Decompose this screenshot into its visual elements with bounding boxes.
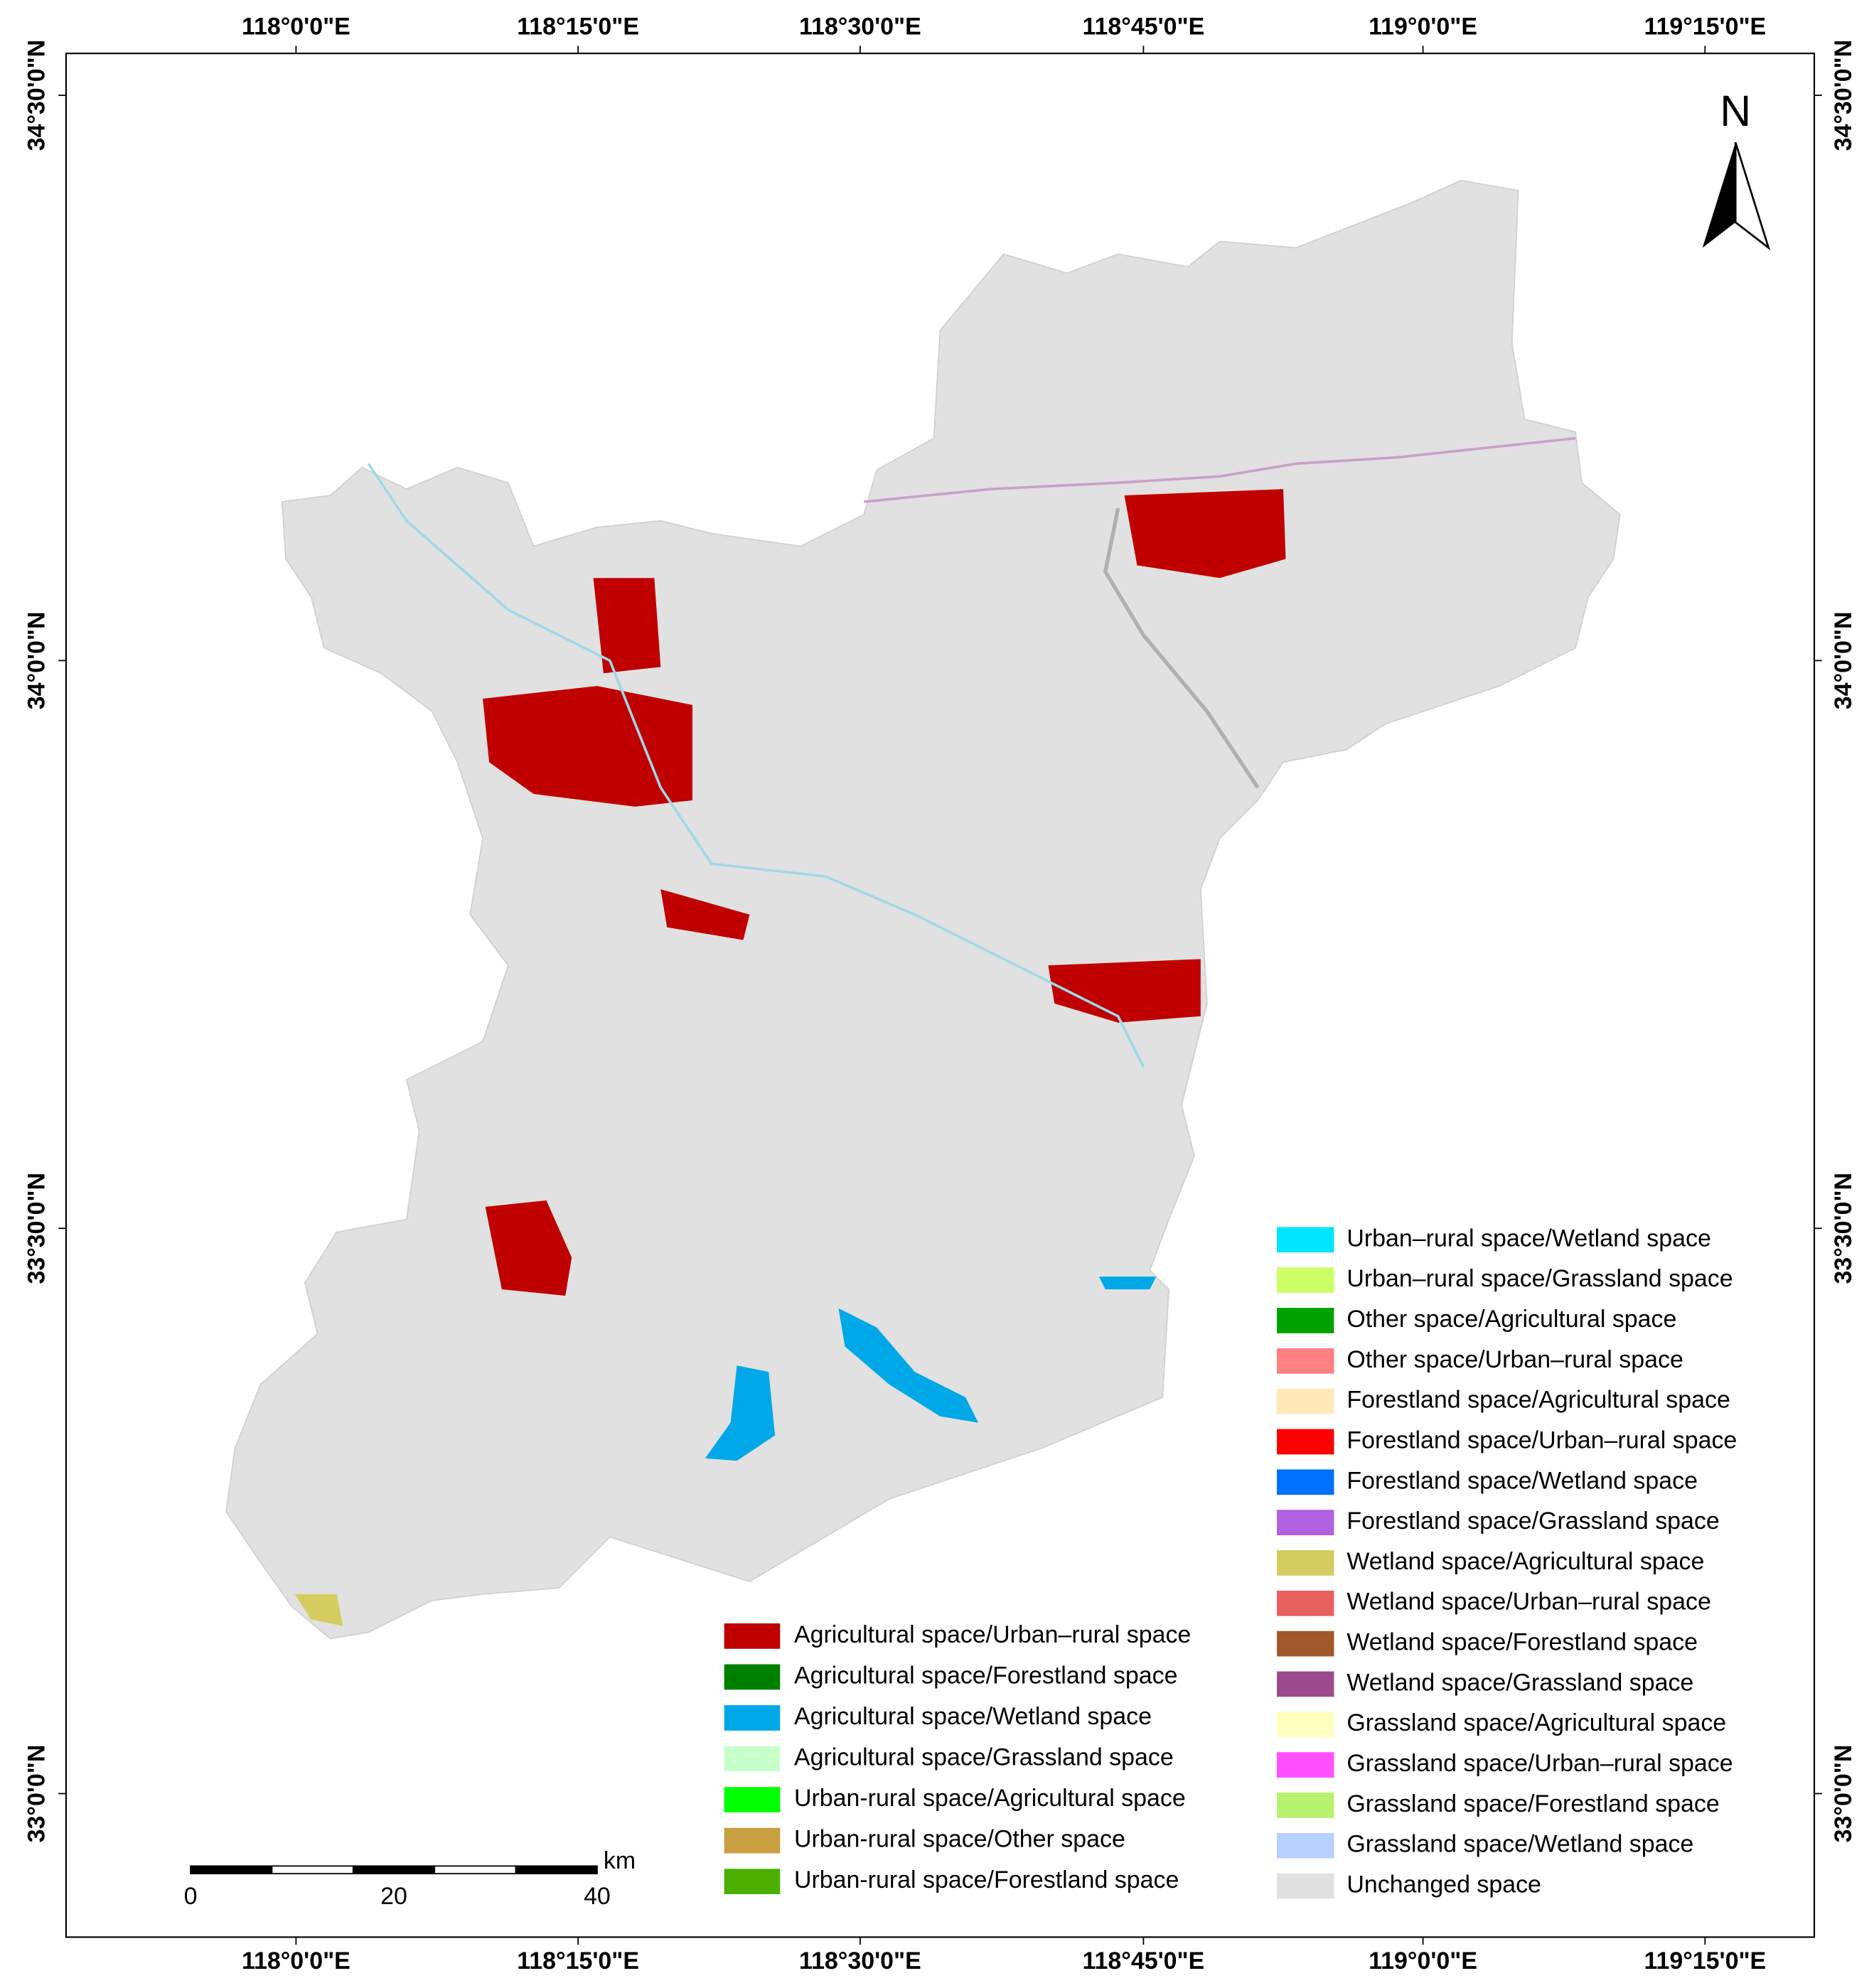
legend-label: Urban-rural space/Agricultural space: [794, 1785, 1186, 1812]
lat-label-left: 33°0'0"N: [23, 1745, 50, 1843]
scale-segment: [352, 1865, 436, 1874]
lon-label-top: 118°15'0"E: [517, 13, 639, 40]
legend-swatch: [724, 1746, 781, 1772]
lat-label-left: 34°0'0"N: [23, 612, 50, 710]
urban-patch: [483, 686, 692, 807]
legend-label: Other space/Agricultural space: [1346, 1306, 1676, 1333]
lat-label-left: 34°30'0"N: [23, 40, 50, 151]
legend-swatch: [1277, 1873, 1334, 1899]
legend-swatch: [1277, 1630, 1334, 1657]
urban-patch: [1124, 489, 1286, 579]
legend-swatch: [1277, 1793, 1334, 1818]
wetland-patch: [838, 1308, 979, 1423]
lat-label-right: 34°30'0"N: [1830, 40, 1857, 151]
legend-label: Urban-rural space/Forestland space: [794, 1866, 1179, 1893]
legend-label: Agricultural space/Grassland space: [794, 1743, 1174, 1771]
legend-swatch: [1277, 1267, 1334, 1294]
legend-swatch: [1277, 1469, 1334, 1495]
scale-segment: [434, 1865, 517, 1874]
legend-swatch: [1277, 1429, 1334, 1455]
legend-swatch: [1277, 1712, 1334, 1738]
legend-swatch: [1277, 1590, 1334, 1616]
legend-label: Wetland space/Urban–rural space: [1346, 1589, 1711, 1616]
legend-label: Urban–rural space/Wetland space: [1346, 1225, 1711, 1252]
legend-label: Agricultural space/Wetland space: [794, 1703, 1152, 1730]
lon-label-bottom: 118°0'0"E: [242, 1947, 350, 1974]
scale-label: 20: [380, 1883, 407, 1910]
legend-label: Other space/Urban–rural space: [1346, 1346, 1683, 1373]
legend-label: Wetland space/Grassland space: [1346, 1669, 1693, 1696]
legend-swatch: [724, 1827, 781, 1854]
legend-swatch: [724, 1664, 781, 1690]
legend-label: Grassland space/Forestland space: [1346, 1790, 1719, 1817]
legend-label: Grassland space/Urban–rural space: [1346, 1750, 1733, 1777]
lon-label-bottom: 119°15'0"E: [1644, 1947, 1766, 1974]
lat-label-right: 33°0'0"N: [1830, 1745, 1857, 1843]
legend-swatch: [1277, 1550, 1334, 1576]
lon-label-top: 119°15'0"E: [1644, 13, 1766, 40]
legend-label: Urban-rural space/Other space: [794, 1826, 1125, 1853]
north-label: N: [1720, 87, 1751, 135]
lon-label-top: 119°0'0"E: [1369, 13, 1477, 40]
legend-label: Wetland space/Agricultural space: [1346, 1548, 1704, 1575]
legend-swatch: [1277, 1510, 1334, 1535]
change-patches: [294, 436, 1576, 1626]
legend-label: Wetland space/Forestland space: [1346, 1629, 1698, 1656]
legend-swatch: [1277, 1308, 1334, 1333]
north-arrow: N: [1702, 87, 1771, 251]
lon-label-bottom: 118°30'0"E: [799, 1947, 921, 1974]
urban-patch: [593, 578, 661, 674]
wetland-patch: [1098, 1277, 1157, 1290]
scale-segment: [190, 1865, 273, 1874]
lon-label-top: 118°30'0"E: [799, 13, 921, 40]
lat-label-right: 33°30'0"N: [1830, 1173, 1857, 1284]
legend-swatch: [724, 1705, 781, 1731]
urban-patch: [1048, 959, 1201, 1023]
legend-label: Agricultural space/Urban–rural space: [794, 1621, 1191, 1648]
legend-swatch: [1277, 1227, 1334, 1253]
legend-label: Unchanged space: [1346, 1871, 1541, 1898]
scale-label: 40: [584, 1883, 611, 1910]
wetland-patch: [294, 1594, 343, 1626]
legend-swatch: [1277, 1671, 1334, 1697]
river: [367, 463, 1145, 1068]
lon-label-top: 118°0'0"E: [242, 13, 350, 40]
legend-swatch: [724, 1787, 781, 1812]
lon-label-bottom: 119°0'0"E: [1369, 1947, 1477, 1974]
legend-label: Forestland space/Urban–rural space: [1346, 1426, 1737, 1454]
scale-label: 0: [184, 1883, 198, 1910]
scale-segment: [271, 1865, 354, 1874]
urban-patch: [485, 1200, 572, 1296]
legend-label: Urban–rural space/Grassland space: [1346, 1265, 1733, 1292]
legend-label: Grassland space/Agricultural space: [1346, 1709, 1726, 1736]
scale-segment: [515, 1865, 598, 1874]
wetland-patch: [705, 1365, 776, 1461]
legend-swatch: [1277, 1752, 1334, 1778]
legend-label: Grassland space/Wetland space: [1346, 1831, 1693, 1858]
legend-swatch: [1277, 1832, 1334, 1859]
legend-label: Forestland space/Agricultural space: [1346, 1387, 1730, 1414]
legend-swatch: [1277, 1388, 1334, 1414]
north-arrow-right: [1734, 141, 1771, 251]
canal: [1103, 507, 1260, 789]
north-arrow-left: [1702, 142, 1736, 248]
legend-label: Forestland space/Wetland space: [1346, 1467, 1698, 1494]
legend-label: Agricultural space/Forestland space: [794, 1662, 1178, 1689]
canal: [864, 436, 1576, 503]
legend-label: Forestland space/Grassland space: [1346, 1508, 1719, 1535]
lat-label-right: 34°0'0"N: [1830, 612, 1857, 710]
legend-swatch: [1277, 1348, 1334, 1374]
lon-label-bottom: 118°45'0"E: [1083, 1947, 1205, 1974]
lon-label-bottom: 118°15'0"E: [517, 1947, 639, 1974]
legend-swatch: [724, 1623, 781, 1649]
legend-swatch: [724, 1869, 781, 1895]
lat-label-left: 33°30'0"N: [23, 1173, 50, 1284]
scale-unit: km: [604, 1847, 636, 1874]
lon-label-top: 118°45'0"E: [1083, 13, 1205, 40]
urban-patch: [660, 889, 750, 940]
